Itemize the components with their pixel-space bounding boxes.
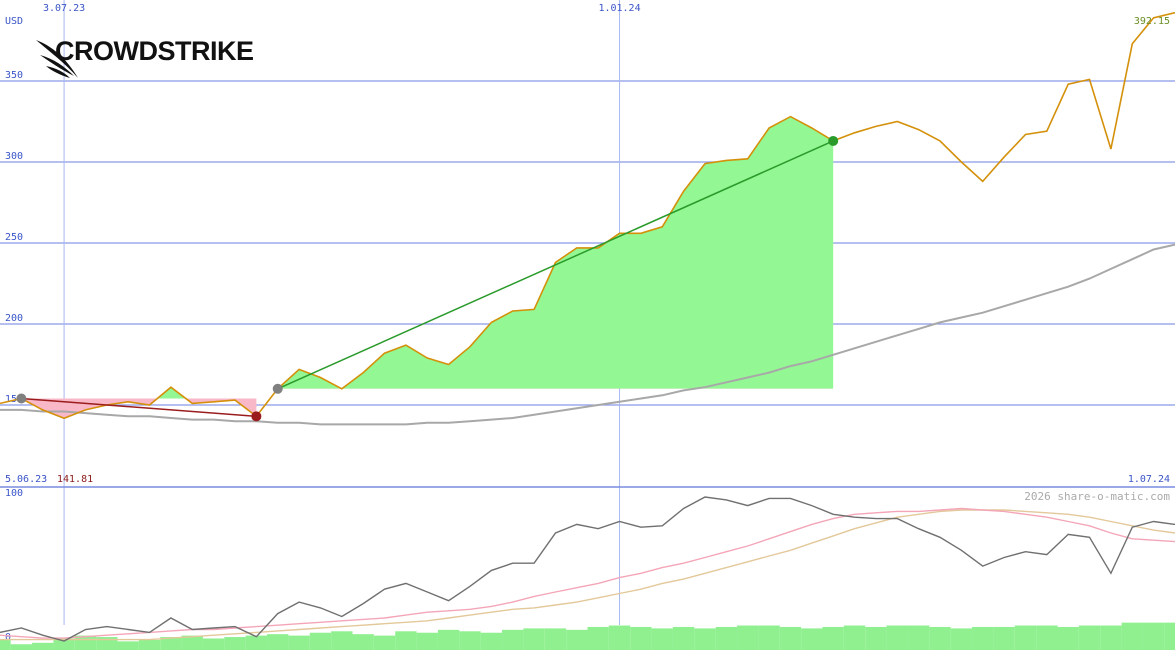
volume-bar	[181, 635, 203, 650]
volume-bar	[1078, 625, 1101, 650]
volume-bar	[373, 635, 396, 650]
y-unit: USD	[5, 16, 23, 27]
volume-bar	[630, 626, 652, 650]
volume-bar	[0, 639, 11, 650]
volume-bar	[1036, 625, 1058, 650]
last-label: 392.15	[1134, 16, 1170, 27]
y-tick-label: 300	[5, 151, 23, 162]
y-tick-label: 0	[5, 632, 11, 643]
volume-bar	[993, 626, 1015, 650]
volume-bar	[929, 626, 951, 650]
volume-bar	[950, 628, 973, 650]
volume-bar	[886, 625, 908, 650]
volume-bar	[972, 626, 994, 650]
volume-bar	[694, 628, 716, 650]
volume-bar	[10, 644, 33, 650]
volume-bar	[779, 626, 802, 650]
volume-bar	[1014, 625, 1037, 650]
watermark: 2026 share-o-matic.com	[1024, 490, 1170, 503]
min-label: 141.81	[57, 474, 93, 485]
volume-bar	[1164, 622, 1175, 650]
x-range-end: 1.07.24	[1128, 474, 1170, 485]
volume-bar	[587, 626, 609, 650]
volume-bar	[523, 628, 545, 650]
volume-bar	[352, 634, 374, 650]
volume-bar	[267, 634, 289, 650]
volume-bar	[395, 631, 417, 650]
trend-fill	[21, 387, 186, 399]
volume-bar	[651, 628, 673, 650]
volume-bar	[459, 631, 481, 650]
trend-line	[277, 140, 834, 390]
volume-bar	[138, 639, 161, 650]
volume-bar	[288, 635, 310, 650]
volume-bar	[544, 628, 567, 650]
oscillator-line	[0, 507, 1175, 639]
trend-fill	[277, 116, 834, 389]
logo-text: CROWDSTRIKE	[55, 36, 254, 66]
volume-bar	[480, 632, 503, 650]
volume-bar	[608, 625, 631, 650]
y-tick-label: 100	[5, 488, 23, 499]
volume-bar	[1142, 622, 1165, 650]
signal-marker	[272, 383, 283, 394]
oscillator-line	[0, 496, 1175, 642]
volume-bar	[737, 625, 759, 650]
volume-bar	[331, 631, 353, 650]
price-line	[0, 243, 1175, 426]
signal-marker	[251, 411, 262, 422]
volume-bar	[224, 637, 246, 650]
x-range-start: 5.06.23	[5, 474, 47, 485]
volume-bar	[160, 637, 182, 650]
volume-bar	[416, 632, 438, 650]
price-line	[0, 11, 1175, 420]
y-tick-label: 200	[5, 313, 23, 324]
volume-bar	[1121, 622, 1143, 650]
volume-bar	[1100, 625, 1122, 650]
volume-bar	[502, 629, 524, 650]
volume-bar	[245, 635, 268, 650]
x-tick-label: 1.01.24	[598, 3, 640, 14]
signal-marker	[828, 135, 839, 146]
volume-bar	[309, 632, 332, 650]
x-tick-label: 3.07.23	[43, 3, 85, 14]
volume-bar	[865, 626, 887, 650]
volume-bar	[32, 642, 54, 650]
trend-line	[21, 397, 257, 418]
volume-bar	[117, 641, 139, 650]
volume-bar	[907, 625, 930, 650]
volume-bar	[672, 626, 695, 650]
volume-bar	[53, 638, 75, 650]
volume-bar	[822, 626, 844, 650]
y-tick-label: 350	[5, 70, 23, 81]
volume-bar	[715, 626, 738, 650]
logo-swoosh	[40, 55, 74, 76]
volume-bar	[843, 625, 866, 650]
volume-bar	[1057, 626, 1079, 650]
logo-swoosh	[46, 66, 70, 78]
y-tick-label: 250	[5, 232, 23, 243]
volume-bar	[566, 629, 588, 650]
volume-bar	[758, 625, 780, 650]
logo: CROWDSTRIKE	[36, 36, 254, 78]
volume-bar	[202, 638, 225, 650]
volume-bar	[801, 628, 823, 650]
signal-marker	[16, 393, 27, 404]
volume-bar	[437, 629, 460, 650]
